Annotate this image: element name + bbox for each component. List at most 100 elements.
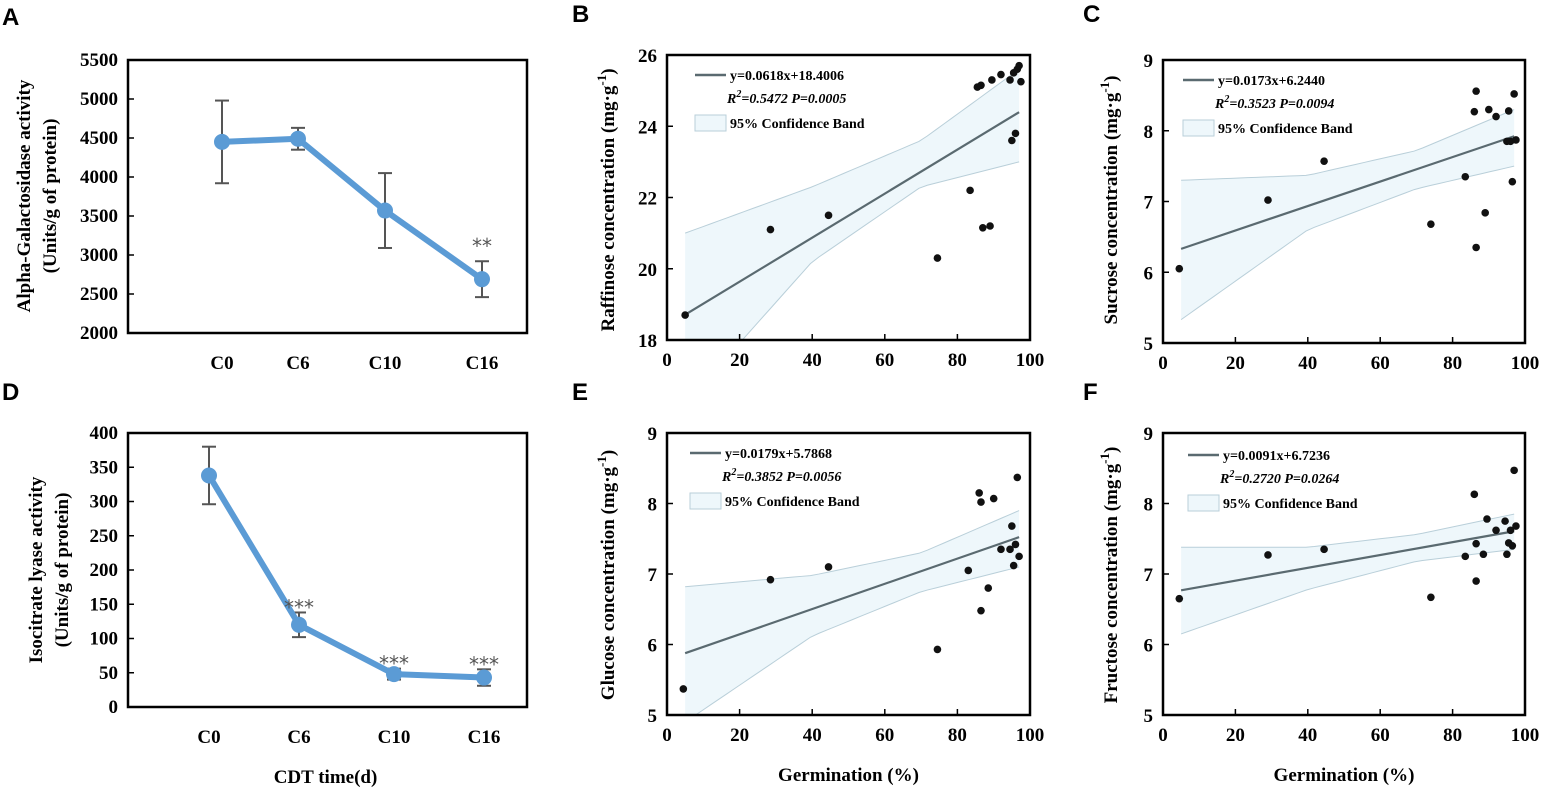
plot-area <box>1175 466 1520 635</box>
scatter-point <box>1492 526 1500 535</box>
scatter-point <box>1015 552 1023 561</box>
x-tick-label: C6 <box>287 727 310 748</box>
scatter-point <box>1501 517 1509 525</box>
scatter-point <box>933 645 942 654</box>
scatter-point <box>1508 542 1517 550</box>
scatter-point <box>979 223 987 232</box>
scatter-point <box>977 81 985 90</box>
scatter-point <box>679 685 688 693</box>
panel-label: B <box>572 1 589 28</box>
scatter-point <box>1320 545 1328 554</box>
scatter-point <box>1472 539 1480 548</box>
y-tick-label: 6 <box>1144 263 1154 284</box>
x-tick-label: 100 <box>1016 350 1045 371</box>
scatter-point <box>1427 593 1435 602</box>
scatter-point <box>824 211 833 220</box>
scatter-point <box>1504 107 1513 115</box>
x-tick-label: 60 <box>875 725 894 746</box>
scatter-point <box>1483 515 1491 523</box>
legend-r2-sup: 2 <box>735 89 741 100</box>
significance-marker: *** <box>379 652 409 676</box>
y-tick-label: 50 <box>99 663 118 684</box>
x-tick-label: 0 <box>1158 725 1168 746</box>
y-axis-label-close: ) <box>598 450 619 456</box>
scatter-point <box>1008 136 1016 145</box>
y-tick-label: 300 <box>90 492 119 513</box>
scatter-point <box>1264 196 1272 204</box>
legend-stats: R2=0.3852 P=0.0056 <box>721 467 841 485</box>
y-tick-label: 3500 <box>80 206 118 227</box>
x-tick-label: 20 <box>730 725 749 746</box>
y-tick-label: 6 <box>1144 636 1154 657</box>
y-tick-label: 4000 <box>80 167 118 188</box>
x-tick-label: 40 <box>803 350 822 371</box>
x-tick-label: 40 <box>1298 725 1317 746</box>
y-tick-label: 26 <box>638 46 657 67</box>
legend-stats: R2=0.2720 P=0.0264 <box>1219 469 1339 487</box>
confidence-band <box>685 69 1020 340</box>
scatter-point <box>933 254 942 262</box>
y-tick-label: 250 <box>90 526 119 547</box>
legend-stats: R2=0.5472 P=0.0005 <box>726 89 846 107</box>
panel-label: E <box>572 379 588 406</box>
panel-C: C 5 6 7 8 9 0 20 40 60 80 100 Sucrose concentration … <box>1083 1 1539 374</box>
significance-marker: *** <box>284 595 314 619</box>
scatter-point <box>1508 177 1517 186</box>
scatter-point <box>997 70 1005 79</box>
scatter-point <box>1503 550 1511 559</box>
legend: y=0.0091x+6.7236 R2=0.2720 P=0.0264 95% Co… <box>1187 449 1358 512</box>
y-tick-label: 7 <box>1144 565 1154 586</box>
legend-band-swatch <box>1187 494 1220 512</box>
legend-stats: R2=0.3523 P=0.0094 <box>1214 94 1334 112</box>
data-point <box>290 130 306 147</box>
x-tick-label: C16 <box>466 353 499 374</box>
confidence-band <box>1181 514 1515 634</box>
y-tick-label: 5500 <box>80 50 118 71</box>
panel-B: B 18 20 22 24 26 0 20 40 60 80 100 Raffinose concent… <box>572 1 1045 371</box>
x-tick-label: 80 <box>1443 353 1462 374</box>
y-tick-label: 3000 <box>80 245 118 266</box>
x-tick-label: 100 <box>1016 725 1045 746</box>
y-tick-label: 2000 <box>80 323 118 344</box>
y-axis-label-sup: -1 <box>594 456 609 467</box>
data-point <box>476 669 492 686</box>
x-tick-label: C10 <box>378 727 411 748</box>
panel-label: D <box>2 379 19 406</box>
y-axis-label-sup: -1 <box>1097 453 1112 464</box>
legend-band-swatch <box>694 114 727 132</box>
x-tick-label: 80 <box>948 350 967 371</box>
y-tick-label: 20 <box>638 260 657 281</box>
plot-frame <box>126 431 529 709</box>
legend-band-swatch <box>689 492 722 510</box>
panel-label: F <box>1083 379 1098 406</box>
y-axis-label-close: ) <box>1101 75 1122 81</box>
y-tick-label: 5 <box>648 706 658 727</box>
scatter-point <box>1009 561 1018 570</box>
scatter-point <box>986 222 994 230</box>
scatter-point <box>988 76 996 84</box>
y-tick-label: 100 <box>90 629 119 650</box>
scatter-point <box>1011 129 1020 138</box>
legend-band-swatch <box>1182 119 1215 137</box>
scatter-point <box>1510 466 1518 475</box>
y-tick-label: 5000 <box>80 89 118 110</box>
panel-label: A <box>2 4 19 31</box>
x-tick-label: 0 <box>662 350 672 371</box>
legend-stats-text: =0.3523 P=0.0094 <box>1229 97 1334 112</box>
legend-r2-sup: 2 <box>1223 94 1229 105</box>
x-axis-label: CDT time(d) <box>274 767 378 788</box>
legend-r2-sup: 2 <box>1228 469 1234 480</box>
legend-r2: R <box>1219 472 1229 487</box>
plot-area <box>1175 87 1520 321</box>
x-tick-label: C16 <box>468 727 501 748</box>
y-tick-label: 8 <box>1144 122 1154 143</box>
legend-band-label: 95% Confidence Band <box>1223 497 1358 512</box>
y-axis-label-close: ) <box>1101 447 1122 453</box>
y-tick-label: 9 <box>1144 424 1154 445</box>
scatter-point <box>1510 90 1518 98</box>
legend-r2: R <box>721 470 731 485</box>
scatter-point <box>1470 107 1479 116</box>
panel-A: A 2000 2500 3000 3500 4000 4500 5000 5500 C0 C6 C10… <box>2 4 529 374</box>
confidence-band-upper <box>685 510 1020 588</box>
y-tick-label: 24 <box>638 117 658 138</box>
